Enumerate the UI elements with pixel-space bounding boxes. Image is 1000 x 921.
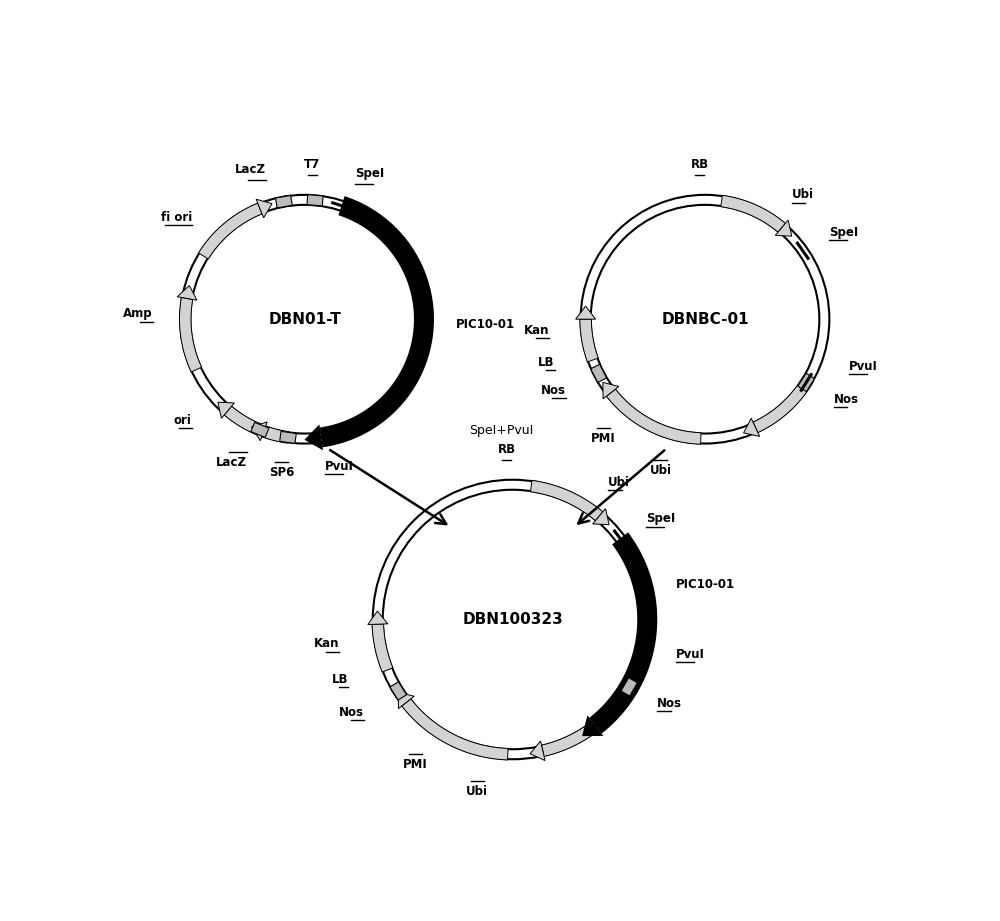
Polygon shape: [179, 297, 202, 372]
Polygon shape: [177, 286, 197, 300]
Text: PvuI: PvuI: [676, 647, 705, 660]
Polygon shape: [753, 376, 813, 433]
Text: LB: LB: [538, 356, 555, 368]
Text: Nos: Nos: [657, 696, 682, 709]
Polygon shape: [398, 693, 414, 708]
Polygon shape: [593, 508, 609, 525]
Polygon shape: [542, 703, 620, 756]
Polygon shape: [580, 320, 598, 362]
Text: LacZ: LacZ: [235, 163, 266, 176]
Circle shape: [175, 190, 434, 449]
Text: T7: T7: [304, 157, 321, 170]
Polygon shape: [251, 423, 269, 437]
Polygon shape: [798, 373, 815, 391]
Polygon shape: [582, 716, 604, 736]
Text: SpeI: SpeI: [355, 167, 385, 180]
Polygon shape: [256, 199, 272, 217]
Text: Ubi: Ubi: [466, 786, 488, 799]
Text: PvuI: PvuI: [849, 359, 878, 373]
Text: LacZ: LacZ: [216, 456, 247, 469]
Polygon shape: [262, 426, 289, 443]
Polygon shape: [280, 431, 296, 443]
Polygon shape: [775, 220, 792, 236]
Circle shape: [368, 474, 657, 764]
Polygon shape: [576, 306, 596, 320]
Polygon shape: [721, 195, 785, 232]
Polygon shape: [198, 204, 262, 259]
Polygon shape: [372, 624, 393, 672]
Text: fi ori: fi ori: [161, 211, 192, 224]
Text: Nos: Nos: [541, 384, 566, 397]
Circle shape: [576, 190, 834, 449]
Polygon shape: [530, 481, 603, 520]
Polygon shape: [589, 532, 657, 733]
Text: Amp: Amp: [123, 308, 153, 321]
Circle shape: [373, 480, 652, 759]
Text: PIC10-01: PIC10-01: [676, 578, 735, 591]
Text: PIC10-01: PIC10-01: [456, 318, 515, 331]
Text: Kan: Kan: [314, 637, 339, 650]
Text: SpeI: SpeI: [829, 226, 859, 239]
Text: LB: LB: [332, 672, 348, 686]
Polygon shape: [275, 195, 292, 208]
Text: PvuI: PvuI: [325, 460, 354, 472]
Polygon shape: [591, 364, 607, 382]
Text: SpeI: SpeI: [646, 512, 675, 526]
Text: Ubi: Ubi: [792, 189, 814, 202]
Polygon shape: [744, 418, 760, 437]
Polygon shape: [224, 406, 262, 436]
Text: DBN100323: DBN100323: [462, 612, 563, 627]
Polygon shape: [603, 382, 619, 399]
Polygon shape: [390, 682, 407, 700]
Text: Kan: Kan: [524, 323, 549, 336]
Text: Ubi: Ubi: [650, 464, 672, 477]
Text: Nos: Nos: [834, 393, 859, 406]
Text: RB: RB: [498, 443, 516, 456]
Text: ori: ori: [174, 414, 192, 427]
Text: PMI: PMI: [591, 432, 616, 445]
Polygon shape: [251, 422, 267, 441]
Text: Nos: Nos: [339, 705, 364, 718]
Polygon shape: [606, 389, 701, 444]
Polygon shape: [368, 612, 388, 624]
Polygon shape: [218, 402, 234, 418]
Text: DBN01-T: DBN01-T: [268, 311, 341, 327]
Polygon shape: [530, 741, 545, 761]
Text: PMI: PMI: [403, 758, 428, 771]
Text: Ubi: Ubi: [608, 476, 630, 489]
Polygon shape: [320, 196, 434, 448]
Text: RB: RB: [691, 157, 709, 170]
Circle shape: [180, 195, 429, 444]
Text: SP6: SP6: [269, 466, 294, 479]
Circle shape: [581, 195, 829, 444]
Text: SpeI+PvuI: SpeI+PvuI: [469, 425, 533, 437]
Text: DBNBC-01: DBNBC-01: [661, 311, 749, 327]
Polygon shape: [307, 194, 323, 206]
Polygon shape: [621, 678, 637, 696]
Polygon shape: [402, 699, 508, 760]
Polygon shape: [304, 425, 323, 450]
